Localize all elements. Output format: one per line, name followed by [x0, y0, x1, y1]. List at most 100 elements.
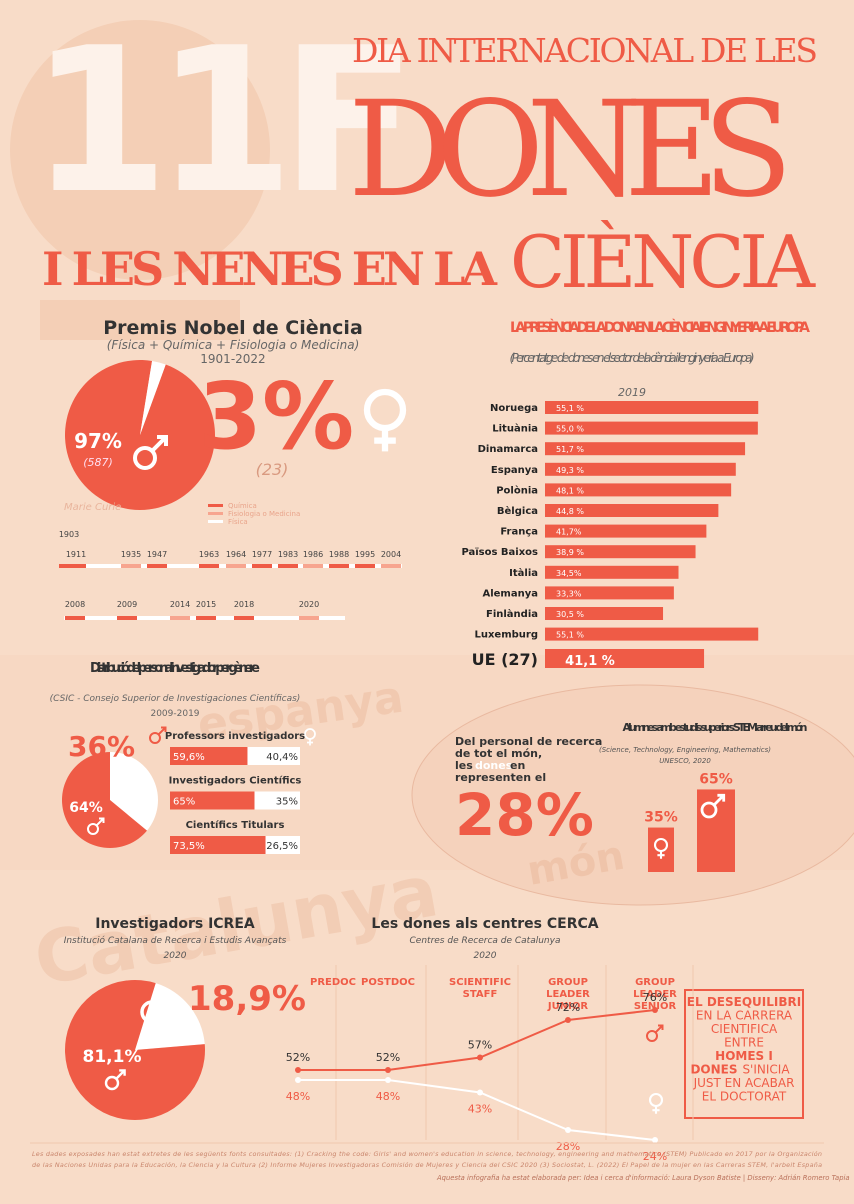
- category-label: GROUP LEADER SENIOR: [633, 977, 677, 1012]
- timeline-year: 1935: [121, 550, 141, 559]
- legend-swatch: [208, 520, 223, 523]
- big-number: 11F: [30, 5, 403, 238]
- pie-slice: [110, 752, 159, 831]
- subtitle: 2019: [618, 386, 646, 399]
- footer-credit: Aquesta infografia ha estat elaborada pe…: [436, 1174, 850, 1182]
- male-symbol: [133, 446, 157, 470]
- world-text: les: [455, 759, 473, 772]
- bar: [545, 649, 705, 668]
- bar: [545, 504, 719, 517]
- big-percent: 3%: [198, 363, 354, 470]
- category-label: Països Baixos: [461, 547, 538, 558]
- timeline-year: 1964: [226, 550, 246, 559]
- legend-label: Fisiologia o Medicina: [228, 510, 300, 518]
- category-label: Professors investigadors: [165, 731, 305, 742]
- chart-title: LA PRESÈNCIA DE LA DONA EN LA CIÈNCIA I …: [510, 319, 810, 336]
- data-label: 41,1 %: [565, 654, 615, 669]
- timeline-year: 1911: [66, 550, 86, 559]
- subtitle: 1901-2022: [200, 352, 265, 366]
- male-symbol: [700, 801, 718, 819]
- timeline-year: 1903: [59, 530, 79, 539]
- legend-swatch: [208, 512, 223, 515]
- male-symbol: [150, 435, 168, 453]
- timeline-mark: [355, 564, 375, 568]
- header-line: DIA INTERNACIONAL DE LES: [352, 31, 818, 70]
- data-label: 24%: [643, 1150, 667, 1163]
- bar: [170, 836, 266, 854]
- data-label: 36%: [68, 730, 135, 763]
- chart-title: Les dones als centres CERCA: [371, 916, 598, 932]
- category-label: Espanya: [491, 465, 538, 476]
- bar: [247, 747, 300, 765]
- data-label: 41,7%: [556, 528, 582, 537]
- bar: [545, 401, 759, 414]
- female-symbol: [652, 1106, 660, 1114]
- data-label: 40,4%: [266, 752, 298, 763]
- category-label: Lituània: [492, 423, 538, 435]
- male-symbol: [115, 1069, 126, 1080]
- pie-slice: [140, 360, 166, 435]
- chart-title: Distribució del personal investigador pe…: [90, 661, 260, 676]
- timeline-year: 2015: [196, 600, 216, 609]
- male-symbol: [87, 823, 99, 835]
- category-label: Dinamarca: [478, 444, 538, 455]
- data-label: 51,7 %: [556, 445, 584, 454]
- timeline-year: 1983: [278, 550, 298, 559]
- category-label: PREDOC: [310, 977, 356, 988]
- category-label: Noruega: [490, 403, 538, 414]
- bar: [545, 545, 696, 559]
- timeline-year: 1995: [355, 550, 375, 559]
- data-label: 52%: [376, 1051, 400, 1064]
- nobel-title: Premis Nobel de Ciència: [103, 317, 363, 339]
- callout-text: EN LA CARRERA: [696, 1009, 793, 1023]
- header-ciencia: CIÈNCIA: [510, 219, 816, 304]
- male-symbol: [646, 1030, 658, 1042]
- deco-bar: [40, 300, 240, 340]
- legend-label: Física: [228, 518, 248, 526]
- data-label: 97%: [74, 429, 122, 453]
- category-label: Bèlgica: [497, 505, 538, 517]
- data-label: 52%: [286, 1051, 310, 1064]
- nobel-name: Marie Curie: [64, 502, 121, 513]
- timeline-year: 2004: [381, 550, 401, 559]
- point: [385, 1067, 391, 1073]
- world-text: en: [510, 759, 525, 772]
- data-label: 81,1%: [83, 1047, 142, 1067]
- male-symbol: [149, 732, 161, 744]
- female-symbol: [657, 851, 665, 859]
- category-label: França: [500, 527, 538, 538]
- callout-text: EL DOCTORAT: [702, 1090, 787, 1104]
- data-label: 48,1 %: [556, 486, 584, 495]
- data-label: 48%: [376, 1090, 400, 1103]
- timeline-year: 1963: [199, 550, 219, 559]
- timeline-year: 1977: [252, 550, 272, 559]
- female-symbol: [374, 428, 396, 452]
- world-ellipse: [411, 684, 854, 906]
- pie-slice: [64, 360, 215, 510]
- header-line: I LES NENES EN LA: [42, 242, 498, 296]
- bar: [545, 462, 736, 476]
- legend-swatch: [208, 504, 223, 507]
- female-symbol: [307, 739, 313, 746]
- male-symbol: [95, 817, 105, 827]
- timeline-mark: [329, 564, 349, 568]
- bar: [648, 827, 674, 872]
- timeline-year: 2009: [117, 600, 137, 609]
- data-label: 33,3%: [556, 589, 582, 598]
- data-label: 76%: [643, 991, 667, 1004]
- callout-text: HOMES I: [715, 1049, 773, 1063]
- timeline-mark: [199, 564, 219, 568]
- point: [652, 1007, 658, 1013]
- timeline-mark: [170, 616, 190, 620]
- point: [295, 1067, 301, 1073]
- point: [477, 1089, 483, 1096]
- bar: [545, 524, 707, 538]
- timeline-mark: [303, 564, 323, 568]
- point: [385, 1077, 391, 1083]
- category-label: Luxemburg: [474, 630, 538, 641]
- timeline-mark: [121, 564, 141, 568]
- big-percent: 28%: [455, 781, 594, 849]
- data-label: 44,8 %: [556, 507, 584, 516]
- timeline-mark: [226, 564, 246, 568]
